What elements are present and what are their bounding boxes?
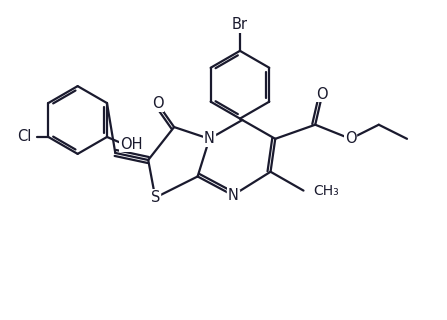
Text: O: O [316, 87, 328, 102]
Bar [227, 190, 239, 200]
Text: CH₃: CH₃ [313, 184, 339, 197]
Bar [203, 134, 215, 144]
Text: O: O [152, 96, 164, 111]
Text: N: N [204, 131, 215, 146]
Text: Cl: Cl [17, 130, 32, 144]
Bar [152, 98, 163, 109]
Bar [346, 134, 356, 144]
Text: O: O [345, 131, 356, 146]
Text: S: S [151, 190, 160, 205]
Text: OH: OH [120, 137, 143, 151]
Text: N: N [228, 188, 238, 203]
Bar [317, 89, 328, 99]
Text: Br: Br [232, 18, 248, 32]
Bar [150, 192, 160, 203]
